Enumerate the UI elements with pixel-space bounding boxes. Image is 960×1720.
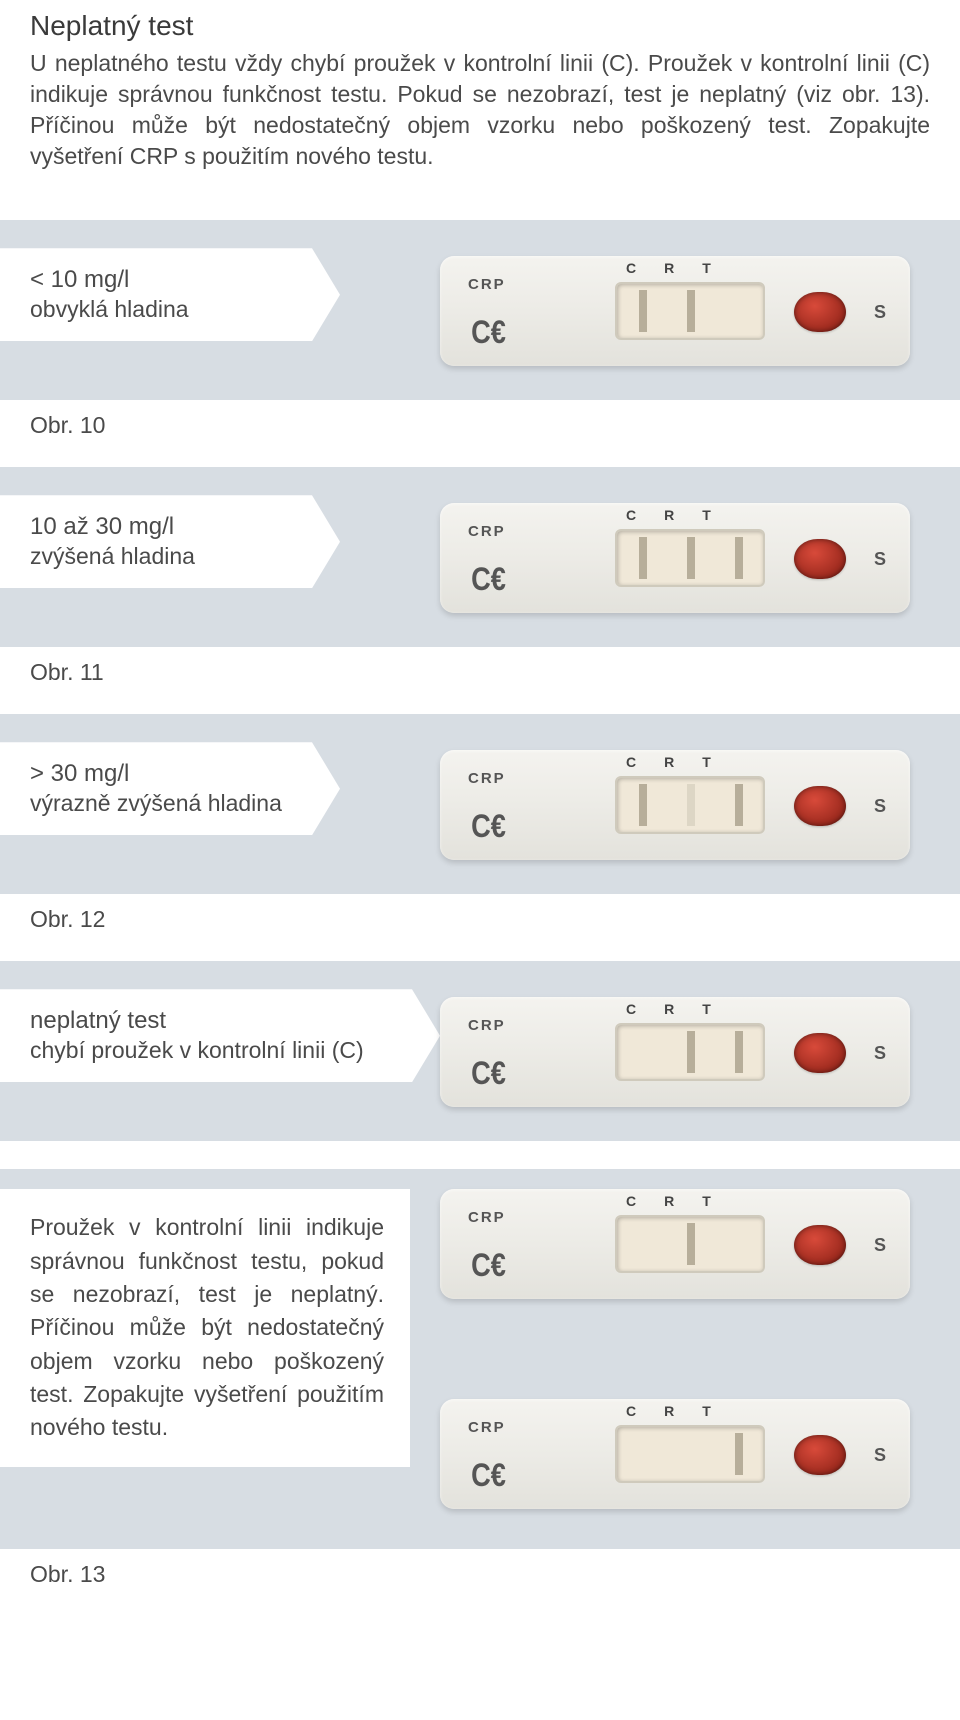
tag-value: 10 až 30 mg/l [30,511,300,542]
s-label: S [874,1235,886,1256]
line-r [687,1223,695,1265]
result-panel-13: Proužek v kontrolní linii indikuje správ… [0,1169,960,1549]
result-tag: neplatný test chybí proužek v kontrolní … [0,989,440,1082]
crp-label: CRP [468,770,506,787]
result-window [615,529,765,587]
ce-mark-icon: C€ [471,561,506,598]
result-window [615,1023,765,1081]
crt-labels: CRT [626,260,739,276]
line-r [687,290,695,332]
result-window [615,776,765,834]
result-panel-12: > 30 mg/l výrazně zvýšená hladina CRP C€… [0,714,960,894]
tag-value: < 10 mg/l [30,264,300,295]
line-t [735,1433,743,1475]
figure-number: Obr. 11 [30,659,960,686]
test-cassette: CRP C€ CRT S [440,750,910,860]
ce-mark-icon: C€ [471,1247,506,1284]
line-c [639,290,647,332]
header-block: Neplatný test U neplatného testu vždy ch… [0,0,960,192]
s-label: S [874,1043,886,1064]
test-cassette: CRP C€ CRT S [440,256,910,366]
crp-label: CRP [468,1017,506,1034]
tag-desc: výrazně zvýšená hladina [30,789,300,819]
tag-desc: zvýšená hladina [30,542,300,572]
line-t [735,537,743,579]
crt-labels: CRT [626,1193,739,1209]
crp-label: CRP [468,1209,506,1226]
test-cassette-a: CRP C€ CRT S [440,1189,910,1299]
result-window [615,1425,765,1483]
crt-labels: CRT [626,507,739,523]
tag-value: neplatný test [30,1005,400,1036]
line-c [639,784,647,826]
ce-mark-icon: C€ [471,314,506,351]
test-cassette: CRP C€ CRT S [440,997,910,1107]
crp-label: CRP [468,1419,506,1436]
crt-labels: CRT [626,1001,739,1017]
s-label: S [874,796,886,817]
sample-well-icon [794,1435,846,1475]
sample-well-icon [794,1225,846,1265]
crt-labels: CRT [626,1403,739,1419]
result-tag: 10 až 30 mg/l zvýšená hladina [0,495,340,588]
test-cassette-b: CRP C€ CRT S [440,1399,910,1509]
sample-well-icon [794,786,846,826]
line-r [687,784,695,826]
result-panel-11: 10 až 30 mg/l zvýšená hladina CRP C€ CRT… [0,467,960,647]
sample-well-icon [794,539,846,579]
crt-labels: CRT [626,754,739,770]
line-t [735,784,743,826]
line-r [687,537,695,579]
result-window [615,282,765,340]
tag-desc: obvyklá hladina [30,295,300,325]
line-t [735,1031,743,1073]
page-title: Neplatný test [30,10,930,42]
explanation-text: Proužek v kontrolní linii indikuje správ… [0,1189,410,1466]
ce-mark-icon: C€ [471,1457,506,1494]
ce-mark-icon: C€ [471,1055,506,1092]
ce-mark-icon: C€ [471,808,506,845]
figure-number: Obr. 13 [30,1561,960,1588]
result-panel-10: < 10 mg/l obvyklá hladina CRP C€ CRT S [0,220,960,400]
sample-well-icon [794,292,846,332]
result-panel-invalid: neplatný test chybí proužek v kontrolní … [0,961,960,1141]
s-label: S [874,302,886,323]
crp-label: CRP [468,276,506,293]
s-label: S [874,549,886,570]
figure-number: Obr. 12 [30,906,960,933]
tag-desc: chybí proužek v kontrolní linii (C) [30,1036,400,1066]
line-c [639,537,647,579]
tag-value: > 30 mg/l [30,758,300,789]
s-label: S [874,1445,886,1466]
result-tag: > 30 mg/l výrazně zvýšená hladina [0,742,340,835]
sample-well-icon [794,1033,846,1073]
crp-label: CRP [468,523,506,540]
result-tag: < 10 mg/l obvyklá hladina [0,248,340,341]
result-window [615,1215,765,1273]
header-body: U neplatného testu vždy chybí proužek v … [30,48,930,172]
test-cassette: CRP C€ CRT S [440,503,910,613]
figure-number: Obr. 10 [30,412,960,439]
line-r [687,1031,695,1073]
